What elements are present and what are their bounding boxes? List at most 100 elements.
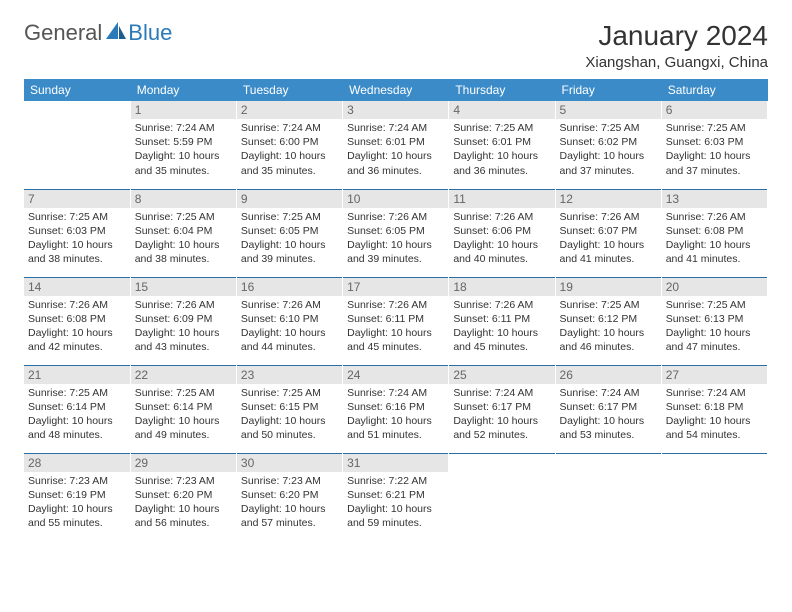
col-monday: Monday: [130, 79, 236, 101]
day-number: 12: [556, 190, 661, 208]
day-number: 26: [556, 366, 661, 384]
calendar-cell: 24 Sunrise: 7:24 AMSunset: 6:16 PMDayligh…: [343, 365, 449, 453]
day-info: Sunrise: 7:25 AMSunset: 6:04 PMDaylight:…: [135, 210, 232, 267]
day-number: 15: [131, 278, 236, 296]
day-info: Sunrise: 7:25 AMSunset: 6:01 PMDaylight:…: [453, 121, 550, 178]
calendar-cell: 19 Sunrise: 7:25 AMSunset: 6:12 PMDayligh…: [555, 277, 661, 365]
calendar-cell: 20Sunrise: 7:25 AMSunset: 6:13 PMDayligh…: [661, 277, 767, 365]
page-title: January 2024: [585, 20, 768, 52]
calendar-cell: 28Sunrise: 7:23 AMSunset: 6:19 PMDayligh…: [24, 453, 130, 541]
calendar-cell: 18Sunrise: 7:26 AMSunset: 6:11 PMDayligh…: [449, 277, 555, 365]
logo-text-1: General: [24, 20, 102, 46]
day-info: Sunrise: 7:25 AMSunset: 6:03 PMDaylight:…: [666, 121, 763, 178]
col-sunday: Sunday: [24, 79, 130, 101]
calendar-cell: 11 Sunrise: 7:26 AMSunset: 6:06 PMDayligh…: [449, 189, 555, 277]
calendar-cell: 5 Sunrise: 7:25 AMSunset: 6:02 PMDaylight…: [555, 101, 661, 189]
day-number: 3: [343, 101, 448, 119]
day-info: Sunrise: 7:26 AMSunset: 6:08 PMDaylight:…: [28, 298, 126, 355]
calendar-cell: 25 Sunrise: 7:24 AMSunset: 6:17 PMDayligh…: [449, 365, 555, 453]
day-number: 11: [449, 190, 554, 208]
day-info: Sunrise: 7:26 AMSunset: 6:07 PMDaylight:…: [560, 210, 657, 267]
day-info: Sunrise: 7:26 AMSunset: 6:10 PMDaylight:…: [241, 298, 338, 355]
day-info: Sunrise: 7:24 AMSunset: 6:00 PMDaylight:…: [241, 121, 338, 178]
day-number: 23: [237, 366, 342, 384]
calendar-cell: 15 Sunrise: 7:26 AMSunset: 6:09 PMDayligh…: [130, 277, 236, 365]
day-number: 28: [24, 454, 130, 472]
calendar-cell: 30Sunrise: 7:23 AMSunset: 6:20 PMDayligh…: [236, 453, 342, 541]
day-number: 31: [343, 454, 448, 472]
day-number: 16: [237, 278, 342, 296]
day-number: 10: [343, 190, 448, 208]
day-number: 13: [662, 190, 767, 208]
col-saturday: Saturday: [661, 79, 767, 101]
calendar-cell: 10 Sunrise: 7:26 AMSunset: 6:05 PMDayligh…: [343, 189, 449, 277]
calendar-cell: 13 Sunrise: 7:26 AMSunset: 6:08 PMDayligh…: [661, 189, 767, 277]
day-number: 17: [343, 278, 448, 296]
day-info: Sunrise: 7:25 AMSunset: 6:15 PMDaylight:…: [241, 386, 338, 443]
col-friday: Friday: [555, 79, 661, 101]
day-info: Sunrise: 7:25 AMSunset: 6:12 PMDaylight:…: [560, 298, 657, 355]
day-info: Sunrise: 7:26 AMSunset: 6:08 PMDaylight:…: [666, 210, 763, 267]
day-number: 21: [24, 366, 130, 384]
calendar-cell: 8Sunrise: 7:25 AMSunset: 6:04 PMDaylight…: [130, 189, 236, 277]
day-number: 27: [662, 366, 767, 384]
day-number: 14: [24, 278, 130, 296]
day-info: Sunrise: 7:26 AMSunset: 6:06 PMDaylight:…: [453, 210, 550, 267]
calendar-cell: 4 Sunrise: 7:25 AMSunset: 6:01 PMDaylight…: [449, 101, 555, 189]
calendar-body: 1 Sunrise: 7:24 AMSunset: 5:59 PMDaylight…: [24, 101, 768, 541]
day-info: Sunrise: 7:24 AMSunset: 5:59 PMDaylight:…: [135, 121, 232, 178]
calendar-cell: 7Sunrise: 7:25 AMSunset: 6:03 PMDaylight…: [24, 189, 130, 277]
calendar-cell: [661, 453, 767, 541]
title-block: January 2024 Xiangshan, Guangxi, China: [585, 20, 768, 71]
calendar-cell: 9Sunrise: 7:25 AMSunset: 6:05 PMDaylight…: [236, 189, 342, 277]
day-number: 1: [131, 101, 236, 119]
day-info: Sunrise: 7:26 AMSunset: 6:09 PMDaylight:…: [135, 298, 232, 355]
logo-text-2: Blue: [128, 20, 172, 46]
calendar-header-row: Sunday Monday Tuesday Wednesday Thursday…: [24, 79, 768, 101]
day-info: Sunrise: 7:26 AMSunset: 6:11 PMDaylight:…: [453, 298, 550, 355]
day-number: 5: [556, 101, 661, 119]
calendar-cell: 26 Sunrise: 7:24 AMSunset: 6:17 PMDayligh…: [555, 365, 661, 453]
day-number: 19: [556, 278, 661, 296]
day-number: 4: [449, 101, 554, 119]
day-info: Sunrise: 7:26 AMSunset: 6:05 PMDaylight:…: [347, 210, 444, 267]
calendar-cell: 16 Sunrise: 7:26 AMSunset: 6:10 PMDayligh…: [236, 277, 342, 365]
day-info: Sunrise: 7:25 AMSunset: 6:14 PMDaylight:…: [135, 386, 232, 443]
calendar-cell: 3 Sunrise: 7:24 AMSunset: 6:01 PMDaylight…: [343, 101, 449, 189]
calendar-cell: 17 Sunrise: 7:26 AMSunset: 6:11 PMDayligh…: [343, 277, 449, 365]
calendar-week-row: 1 Sunrise: 7:24 AMSunset: 5:59 PMDaylight…: [24, 101, 768, 189]
day-number: 22: [131, 366, 236, 384]
calendar-week-row: 14 Sunrise: 7:26 AMSunset: 6:08 PMDayligh…: [24, 277, 768, 365]
day-number: 2: [237, 101, 342, 119]
calendar-cell: 23 Sunrise: 7:25 AMSunset: 6:15 PMDayligh…: [236, 365, 342, 453]
day-number: 24: [343, 366, 448, 384]
calendar-table: Sunday Monday Tuesday Wednesday Thursday…: [24, 79, 768, 541]
day-info: Sunrise: 7:25 AMSunset: 6:03 PMDaylight:…: [28, 210, 126, 267]
calendar-cell: 22 Sunrise: 7:25 AMSunset: 6:14 PMDayligh…: [130, 365, 236, 453]
col-tuesday: Tuesday: [236, 79, 342, 101]
day-info: Sunrise: 7:24 AMSunset: 6:16 PMDaylight:…: [347, 386, 444, 443]
calendar-cell: 2 Sunrise: 7:24 AMSunset: 6:00 PMDaylight…: [236, 101, 342, 189]
day-info: Sunrise: 7:25 AMSunset: 6:05 PMDaylight:…: [241, 210, 338, 267]
day-info: Sunrise: 7:24 AMSunset: 6:17 PMDaylight:…: [453, 386, 550, 443]
day-number: 20: [662, 278, 767, 296]
calendar-cell: 12 Sunrise: 7:26 AMSunset: 6:07 PMDayligh…: [555, 189, 661, 277]
calendar-cell: [24, 101, 130, 189]
day-number: 25: [449, 366, 554, 384]
col-thursday: Thursday: [449, 79, 555, 101]
calendar-week-row: 7Sunrise: 7:25 AMSunset: 6:03 PMDaylight…: [24, 189, 768, 277]
day-info: Sunrise: 7:23 AMSunset: 6:20 PMDaylight:…: [241, 474, 338, 531]
day-info: Sunrise: 7:26 AMSunset: 6:11 PMDaylight:…: [347, 298, 444, 355]
day-info: Sunrise: 7:24 AMSunset: 6:18 PMDaylight:…: [666, 386, 763, 443]
day-info: Sunrise: 7:25 AMSunset: 6:02 PMDaylight:…: [560, 121, 657, 178]
day-number: 6: [662, 101, 767, 119]
day-info: Sunrise: 7:23 AMSunset: 6:20 PMDaylight:…: [135, 474, 232, 531]
calendar-cell: 6 Sunrise: 7:25 AMSunset: 6:03 PMDaylight…: [661, 101, 767, 189]
day-info: Sunrise: 7:24 AMSunset: 6:01 PMDaylight:…: [347, 121, 444, 178]
calendar-cell: 21Sunrise: 7:25 AMSunset: 6:14 PMDayligh…: [24, 365, 130, 453]
calendar-cell: 27 Sunrise: 7:24 AMSunset: 6:18 PMDayligh…: [661, 365, 767, 453]
day-info: Sunrise: 7:24 AMSunset: 6:17 PMDaylight:…: [560, 386, 657, 443]
col-wednesday: Wednesday: [343, 79, 449, 101]
header: General Blue January 2024 Xiangshan, Gua…: [24, 20, 768, 71]
calendar-cell: 1 Sunrise: 7:24 AMSunset: 5:59 PMDaylight…: [130, 101, 236, 189]
